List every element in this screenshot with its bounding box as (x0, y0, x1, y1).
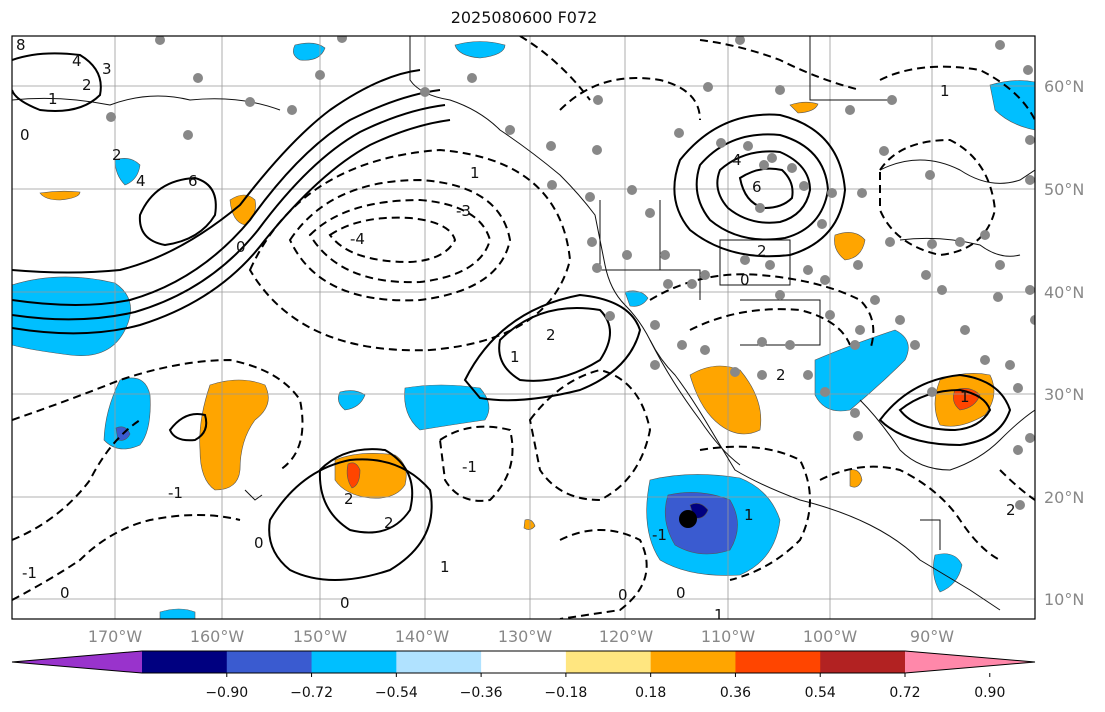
contour-label: 2 (776, 366, 786, 384)
contour-label: 0 (740, 271, 750, 289)
contour-label: 2 (344, 490, 354, 508)
contour-label: 0 (676, 584, 686, 602)
contour-label: 0 (20, 126, 30, 144)
contour-label: 1 (714, 606, 724, 624)
shaded-anomalies (12, 41, 1035, 619)
contour-label: 8 (16, 36, 26, 54)
lat-label-10n: 10°N (1044, 590, 1084, 609)
lon-label-150w: 150°W (293, 627, 348, 646)
colorbar-tick-label: −0.36 (460, 685, 503, 701)
contour-label: 1 (470, 164, 480, 182)
contour-label: 1 (960, 388, 970, 406)
coastlines (12, 36, 1035, 611)
contour-label: 0 (618, 586, 628, 604)
contour-label: 2 (1006, 501, 1016, 519)
black-marker (679, 510, 697, 528)
colorbar-segment (226, 651, 313, 673)
contour-label: 1 (510, 348, 520, 366)
colorbar-extend-min (12, 651, 142, 673)
contour-label: 1 (440, 558, 450, 576)
colorbar: −0.90 −0.72 −0.54 −0.36 −0.18 0.18 0.36 0.54 0.7… (11, 650, 1036, 701)
colorbar-segment (650, 651, 736, 673)
contour-label: 1 (48, 90, 58, 108)
latitude-labels: 60°N 50°N 40°N 30°N 20°N 10°N (1044, 77, 1084, 609)
colorbar-tick-label: −0.90 (205, 685, 248, 701)
lon-label-120w: 120°W (599, 627, 654, 646)
colorbar-extend-max (905, 651, 1035, 673)
contour-label: 6 (188, 172, 198, 190)
colorbar-tick-label: −0.54 (375, 685, 418, 701)
colorbar-segment (820, 651, 906, 673)
colorbar-tick-label: 0.36 (720, 685, 751, 701)
contour-label: -1 (652, 526, 667, 544)
contour-label: -1 (462, 458, 477, 476)
colorbar-segment (142, 651, 228, 673)
contour-label: 1 (744, 506, 754, 524)
lat-label-30n: 30°N (1044, 385, 1084, 404)
colorbar-tick-label: −0.18 (544, 685, 587, 701)
colorbar-segment (396, 651, 482, 673)
contour-label: 1 (940, 82, 950, 100)
solid-contours (12, 52, 1012, 581)
lon-label-100w: 100°W (803, 627, 858, 646)
contour-label: 0 (254, 534, 264, 552)
colorbar-tick-label: 0.18 (635, 685, 666, 701)
lon-label-110w: 110°W (701, 627, 756, 646)
contour-label: -1 (168, 484, 183, 502)
contour-label: -3 (456, 202, 471, 220)
dashed-contours (12, 36, 1035, 619)
contour-labels: 8 4 3 2 1 0 2 4 6 -3 -4 1 0 2 6 4 2 0 1 … (16, 36, 1016, 624)
lat-label-40n: 40°N (1044, 283, 1084, 302)
contour-label: 4 (136, 172, 146, 190)
colorbar-segment (735, 651, 821, 673)
contour-label: 2 (112, 146, 122, 164)
colorbar-segment (311, 651, 397, 673)
contour-label: 2 (757, 242, 767, 260)
lon-label-140w: 140°W (395, 627, 450, 646)
map-border (11, 35, 1036, 620)
lon-label-90w: 90°W (910, 627, 954, 646)
contour-label: 3 (102, 60, 112, 78)
lon-label-160w: 160°W (190, 627, 245, 646)
colorbar-tick-label: −0.72 (290, 685, 333, 701)
lon-label-130w: 130°W (498, 627, 553, 646)
contour-label: 2 (384, 514, 394, 532)
lat-label-50n: 50°N (1044, 180, 1084, 199)
colorbar-tick-label: 0.54 (805, 685, 836, 701)
station-dots (106, 36, 1035, 510)
longitude-labels: 170°W 160°W 150°W 140°W 130°W 120°W 110°… (88, 627, 954, 646)
map-title: 2025080600 F072 (450, 8, 598, 27)
contour-label: 4 (732, 151, 742, 169)
graticule (12, 36, 1035, 619)
contour-label: 4 (72, 52, 82, 70)
colorbar-tick-label: 0.90 (974, 685, 1005, 701)
colorbar-segment (481, 651, 567, 673)
contour-label: 0 (340, 594, 350, 612)
colorbar-tick-label: 0.72 (889, 685, 920, 701)
lat-label-60n: 60°N (1044, 77, 1084, 96)
contour-label: -4 (350, 230, 365, 248)
lat-label-20n: 20°N (1044, 488, 1084, 507)
contour-label: -1 (22, 564, 37, 582)
colorbar-segment (565, 651, 652, 673)
contour-label: 0 (236, 238, 246, 256)
colorbar-outline (11, 650, 1036, 674)
contour-label: 2 (82, 76, 92, 94)
contour-label: 0 (60, 584, 70, 602)
contour-label: 2 (546, 326, 556, 344)
contour-label: 6 (752, 178, 762, 196)
lon-label-170w: 170°W (88, 627, 143, 646)
